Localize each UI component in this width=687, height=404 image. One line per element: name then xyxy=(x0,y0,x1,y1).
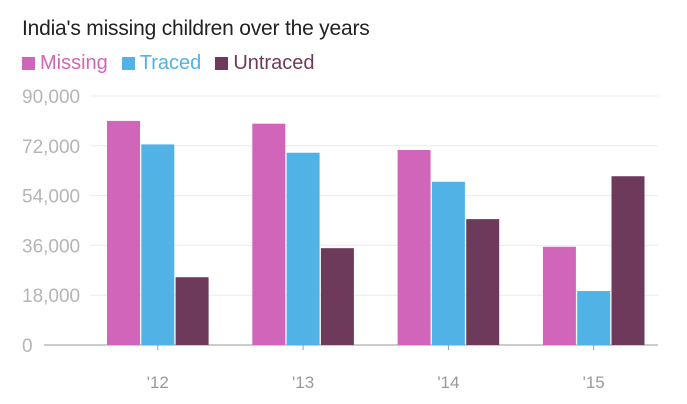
bar-missing-3 xyxy=(542,246,576,345)
bar-missing-0 xyxy=(107,120,140,346)
x-tick-label: '13 xyxy=(292,373,314,392)
chart-legend: Missing Traced Untraced xyxy=(22,52,328,75)
legend-item-missing: Missing xyxy=(22,52,108,75)
bar-missing-1 xyxy=(252,123,286,346)
legend-swatch xyxy=(215,57,229,70)
legend-item-traced: Traced xyxy=(121,52,202,75)
bar-untraced-1 xyxy=(320,248,354,345)
legend-swatch xyxy=(22,57,35,70)
bar-traced-1 xyxy=(286,152,320,345)
bar-missing-2 xyxy=(397,149,431,345)
bar-traced-2 xyxy=(431,181,465,345)
legend-label: Missing xyxy=(40,52,108,74)
bar-untraced-3 xyxy=(611,176,645,345)
legend-item-untraced: Untraced xyxy=(215,52,314,75)
legend-label: Traced xyxy=(139,52,202,74)
bar-untraced-2 xyxy=(466,219,500,345)
y-tick-label: 72,000 xyxy=(22,137,80,158)
x-tick-label: '12 xyxy=(147,373,169,392)
y-tick-label: 0 xyxy=(22,336,33,357)
chart-title: India's missing children over the years xyxy=(22,17,370,40)
bar-traced-0 xyxy=(141,144,175,345)
y-tick-label: 54,000 xyxy=(22,187,80,208)
y-tick-label: 36,000 xyxy=(22,236,80,257)
x-tick-label: '15 xyxy=(583,373,605,392)
bar-traced-3 xyxy=(577,291,611,345)
legend-swatch xyxy=(121,57,135,70)
y-tick-label: 90,000 xyxy=(22,87,80,108)
y-tick-label: 18,000 xyxy=(22,286,80,307)
legend-label: Untraced xyxy=(233,52,315,74)
x-tick-label: '14 xyxy=(437,373,459,392)
bar-untraced-0 xyxy=(175,277,209,345)
